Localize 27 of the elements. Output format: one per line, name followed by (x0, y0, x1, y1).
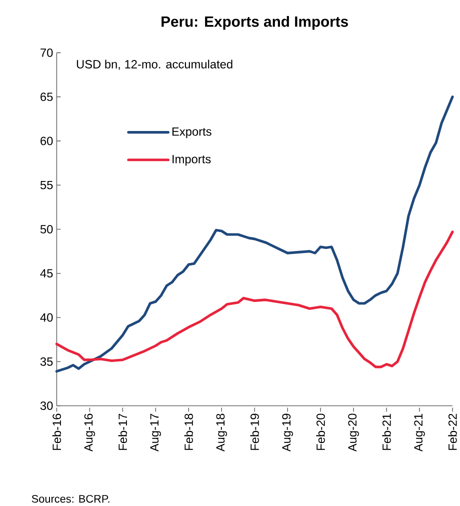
x-tick-label: Feb-20 (316, 414, 325, 450)
y-tick-label: 35 (40, 357, 53, 366)
x-tick-label: Feb-21 (382, 414, 391, 450)
x-tick-label: Aug-16 (84, 414, 95, 452)
y-tick-label: 45 (40, 269, 53, 278)
x-tick-label: Aug-20 (348, 414, 359, 452)
x-tick-label: Aug-18 (216, 414, 227, 452)
legend-label: Imports (172, 155, 211, 166)
chart-title: Peru: Exports and Imports (162, 16, 348, 30)
y-tick-label: 30 (40, 402, 53, 410)
x-tick-label: Feb-22 (448, 414, 457, 450)
x-tick-label: Aug-17 (150, 414, 161, 452)
x-tick-label: Aug-21 (414, 414, 425, 452)
x-tick-label: Aug-19 (282, 414, 293, 452)
y-tick-label: 40 (40, 313, 53, 322)
x-tick-label: Feb-19 (250, 414, 259, 450)
y-tick-label: 55 (40, 180, 53, 190)
y-tick-label: 70 (40, 48, 53, 57)
y-tick-label: 65 (40, 92, 53, 102)
x-tick-label: Feb-18 (184, 414, 193, 450)
y-tick-label: 50 (40, 225, 53, 234)
source-note: Sources: BCRP. (32, 494, 110, 503)
x-tick-label: Feb-16 (52, 414, 61, 450)
text: USD bn, 12-mo. accumulated (76, 60, 232, 70)
x-tick-label: Feb-17 (118, 414, 127, 450)
y-tick-label: 60 (40, 136, 53, 146)
legend-label: Exports (172, 127, 212, 138)
